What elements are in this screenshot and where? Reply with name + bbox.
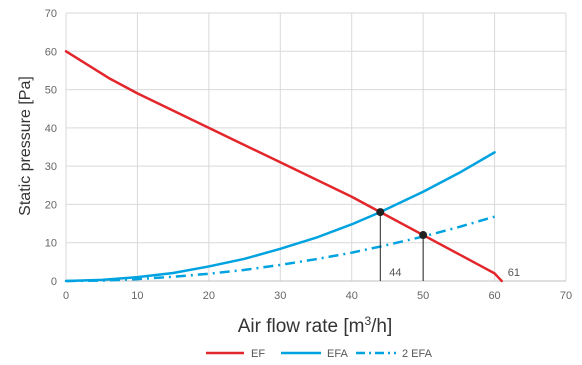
- x-tick-label: 40: [346, 290, 358, 302]
- series-line-efa: [64, 151, 496, 283]
- x-axis-label-unit: /h]: [371, 316, 392, 337]
- legend: EF EFA 2 EFA: [206, 348, 433, 360]
- legend-label-2-efa: 2 EFA: [402, 348, 433, 360]
- operating-point-marker: [376, 208, 385, 217]
- x-tick-label: 30: [274, 290, 286, 302]
- operating-point-marker: [419, 231, 428, 240]
- y-tick-label: 60: [45, 46, 57, 58]
- y-axis-label: Static pressure [Pa]: [17, 76, 34, 216]
- series-line-ef: [64, 50, 503, 283]
- x-tick-labels: 0 10 20 30 40 50 60 70: [63, 290, 572, 302]
- x-axis-label: Air flow rate [m3/h]: [238, 314, 393, 337]
- y-tick-labels: 0 10 20 30 40 50 60 70: [45, 8, 57, 288]
- annotation-label: 61: [508, 267, 520, 279]
- legend-label-efa: EFA: [327, 348, 348, 360]
- operating-point-label: 44: [389, 267, 401, 279]
- x-tick-label: 60: [488, 290, 500, 302]
- x-axis-label-main: Air flow rate [m: [238, 316, 365, 337]
- x-tick-label: 70: [560, 290, 572, 302]
- x-axis-label-superscript: 3: [364, 314, 371, 328]
- legend-item-ef: EF: [206, 348, 265, 360]
- legend-item-2-efa: 2 EFA: [356, 348, 433, 360]
- x-tick-label: 20: [203, 290, 215, 302]
- operating-point-markers: 44: [376, 208, 428, 281]
- x-tick-label: 50: [417, 290, 429, 302]
- x-tick-label: 0: [63, 290, 69, 302]
- legend-label-ef: EF: [251, 348, 265, 360]
- y-tick-label: 70: [45, 8, 57, 20]
- y-tick-label: 30: [45, 161, 57, 173]
- y-tick-label: 20: [45, 199, 57, 211]
- annotations: 61: [508, 267, 520, 279]
- legend-item-efa: EFA: [281, 348, 348, 360]
- y-tick-label: 0: [51, 276, 57, 288]
- y-tick-label: 10: [45, 238, 57, 250]
- y-tick-label: 40: [45, 123, 57, 135]
- grid-lines: [65, 12, 567, 282]
- x-tick-label: 10: [131, 290, 143, 302]
- y-tick-label: 50: [45, 85, 57, 97]
